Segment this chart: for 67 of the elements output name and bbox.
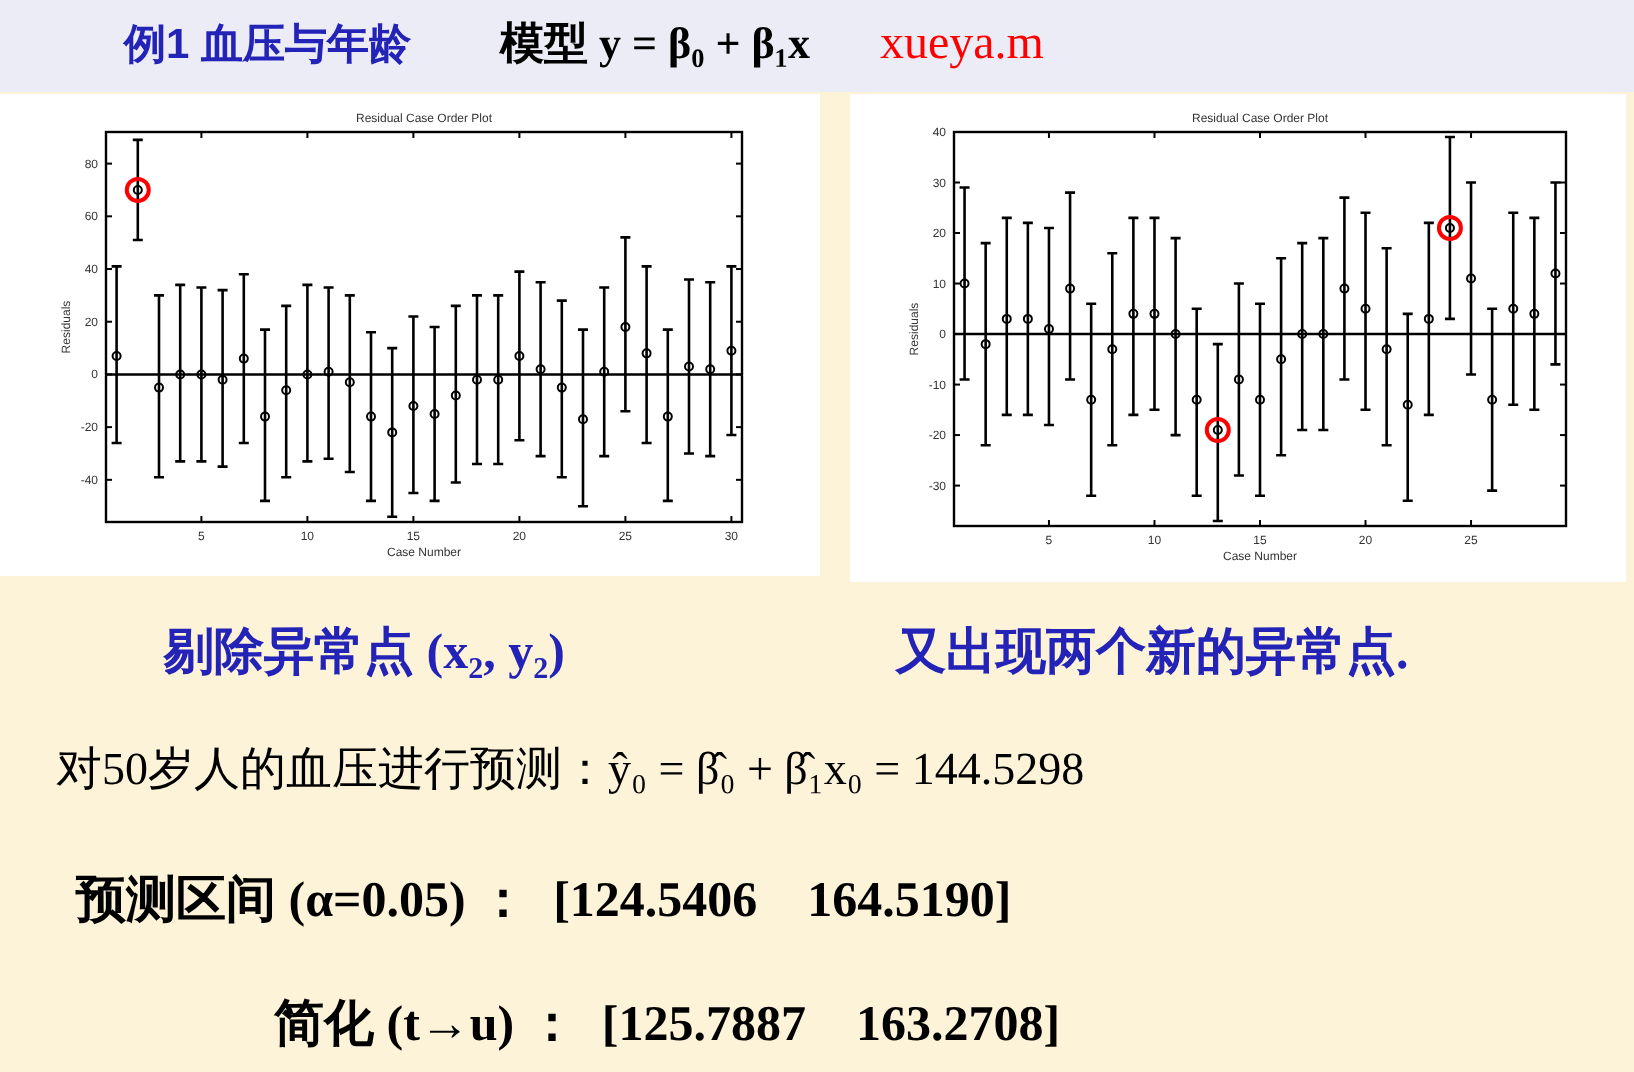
point bbox=[1550, 268, 1561, 279]
point bbox=[1508, 303, 1519, 314]
point bbox=[1436, 214, 1463, 241]
point bbox=[238, 353, 249, 364]
point bbox=[1128, 308, 1139, 319]
point bbox=[662, 411, 673, 422]
point bbox=[1297, 329, 1308, 340]
point bbox=[620, 322, 631, 332]
point bbox=[450, 390, 461, 401]
point bbox=[1170, 329, 1181, 340]
point bbox=[684, 361, 694, 372]
point bbox=[472, 374, 482, 385]
text: 又出现两个新的异常点. bbox=[894, 624, 1409, 680]
point bbox=[641, 348, 652, 359]
point bbox=[1466, 273, 1477, 284]
point bbox=[260, 411, 270, 422]
point bbox=[366, 411, 376, 422]
point bbox=[705, 364, 716, 375]
point bbox=[1360, 303, 1371, 314]
point bbox=[1233, 374, 1244, 385]
point bbox=[514, 350, 525, 361]
point bbox=[1065, 283, 1076, 294]
point bbox=[1255, 394, 1265, 405]
point bbox=[1022, 313, 1033, 324]
point bbox=[578, 414, 588, 425]
point bbox=[154, 382, 164, 393]
point bbox=[493, 374, 504, 385]
point bbox=[599, 366, 610, 377]
point bbox=[302, 369, 313, 380]
point bbox=[281, 385, 292, 396]
text: 预测区间 (α=0.05) ： [124.5406 164.5190] bbox=[74, 872, 1012, 928]
point bbox=[1191, 394, 1202, 405]
point bbox=[726, 345, 737, 356]
point bbox=[1402, 399, 1413, 410]
point bbox=[1149, 308, 1160, 319]
point bbox=[429, 408, 440, 419]
point bbox=[1339, 283, 1350, 294]
text: 剔除异常点 (x₂, y₂) bbox=[162, 624, 565, 680]
text: 对50岁人的血压进行预测：ŷ₀ = β̂₀ + β̂₁x₀ = 144.5298 bbox=[56, 744, 1085, 794]
point bbox=[1204, 417, 1231, 444]
point bbox=[1276, 354, 1287, 365]
point bbox=[111, 350, 122, 361]
point bbox=[408, 401, 419, 412]
point bbox=[1487, 394, 1498, 405]
point bbox=[1529, 308, 1540, 319]
point bbox=[1043, 324, 1054, 334]
point bbox=[175, 369, 186, 380]
point bbox=[1318, 329, 1329, 340]
point bbox=[959, 278, 970, 289]
point bbox=[344, 377, 355, 388]
text: 例1 血压与年龄 bbox=[122, 22, 414, 68]
point bbox=[535, 364, 546, 375]
point bbox=[556, 382, 567, 393]
point bbox=[1107, 344, 1118, 355]
point bbox=[1001, 313, 1012, 324]
point bbox=[387, 427, 398, 438]
text: xueya.m bbox=[880, 18, 1045, 70]
point bbox=[196, 369, 207, 380]
point bbox=[1086, 394, 1097, 405]
point bbox=[1381, 344, 1392, 355]
point bbox=[217, 374, 228, 385]
text: 模型 y = β₀ + β₁x bbox=[498, 18, 810, 68]
point bbox=[323, 366, 334, 377]
text: 简化 (t→u) ： [125.7887 163.2708] bbox=[272, 998, 1061, 1052]
point bbox=[980, 339, 991, 350]
point bbox=[124, 176, 151, 203]
point bbox=[1423, 313, 1434, 324]
